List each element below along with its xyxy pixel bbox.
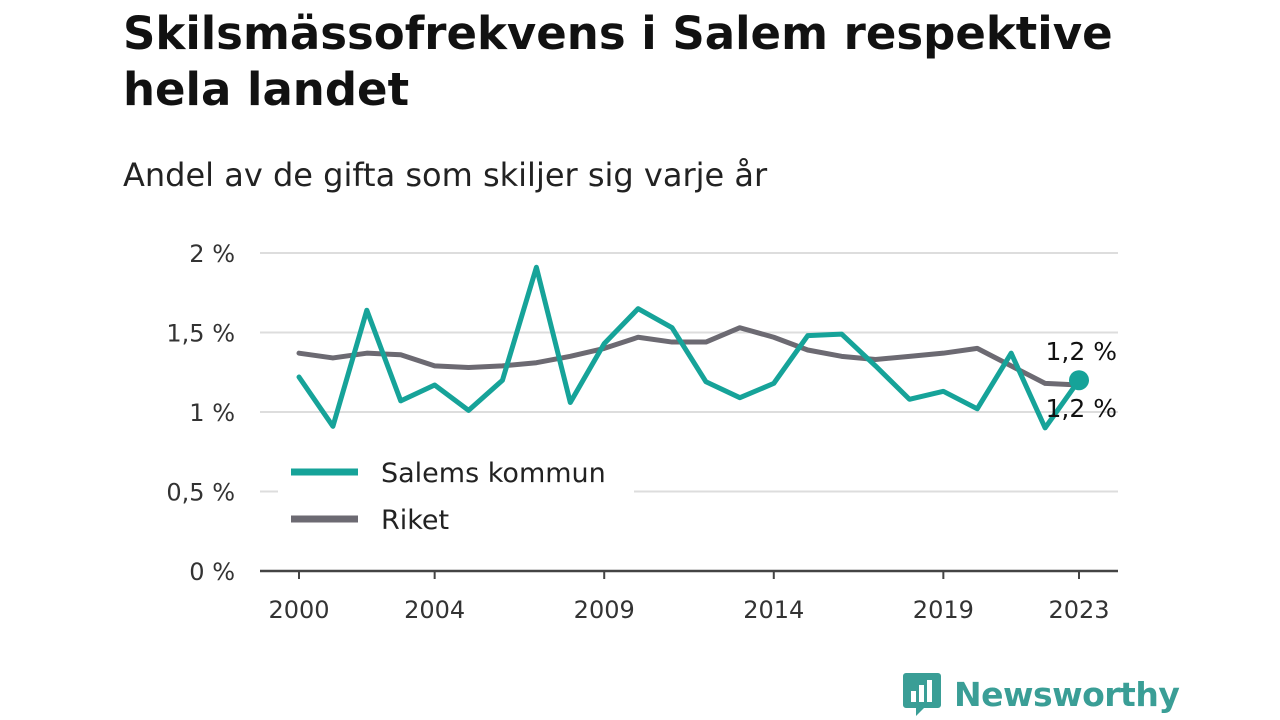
x-tick-label: 2009 [574, 596, 635, 624]
end-labels: 1,2 % 1,2 % [1046, 337, 1117, 423]
end-value-label: 1,2 % [1046, 394, 1117, 423]
salem-end-point [1069, 370, 1089, 391]
y-tick-label: 1 % [189, 399, 235, 427]
end-value-label: 1,2 % [1046, 337, 1117, 366]
x-tick-label: 2000 [268, 596, 329, 624]
y-tick-label: 1,5 % [166, 320, 235, 348]
series-line-salem [296, 264, 1082, 431]
bar-chart-logo-icon [903, 673, 941, 716]
legend-label: Riket [381, 505, 449, 536]
legend-label: Salems kommun [381, 458, 606, 489]
brand-name: Newsworthy [954, 674, 1180, 714]
chart-title: Skilsmässofrekvens i Salem respektive he… [123, 7, 1113, 116]
series-line-riket [296, 325, 1082, 388]
brand-logo: Newsworthy [902, 671, 1180, 717]
y-tick-label: 0 % [189, 558, 235, 586]
x-tick-label: 2004 [404, 596, 465, 624]
x-axis: 2000 2004 2009 2014 2019 2023 [260, 569, 1118, 624]
legend-background [278, 448, 634, 548]
y-tick-label: 0,5 % [166, 479, 235, 507]
x-tick-label: 2023 [1048, 596, 1109, 624]
series-lines [296, 264, 1089, 431]
y-axis-ticks: 0 % 0,5 % 1 % 1,5 % 2 % [166, 240, 235, 586]
legend: Salems kommun Riket [278, 448, 634, 548]
chart-subtitle: Andel av de gifta som skiljer sig varje … [123, 156, 768, 194]
x-tick-label: 2014 [743, 596, 804, 624]
y-tick-label: 2 % [189, 240, 235, 268]
x-tick-label: 2019 [913, 596, 974, 624]
